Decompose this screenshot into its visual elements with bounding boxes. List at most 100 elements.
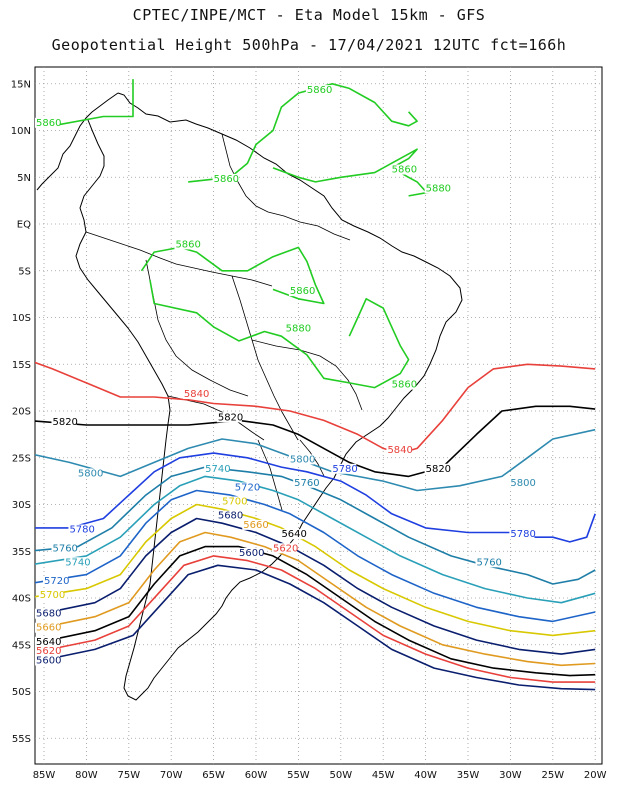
latitude-tick-label: 55S: [12, 734, 31, 745]
contour-label: 5860: [36, 118, 61, 129]
latitude-tick-label: 10N: [11, 126, 31, 137]
latitude-tick-label: 35S: [12, 547, 31, 558]
contour-label: 5620: [273, 543, 298, 554]
contour-label: 5620: [36, 646, 61, 657]
contour-line: [35, 361, 596, 454]
coastline-south-america: [36, 92, 463, 701]
longitude-tick-labels: 85W 80W 75W 70W 65W 60W 55W 50W 45W 40W 35W 30W 25W 2…: [33, 770, 607, 781]
contour-label-background: [293, 477, 319, 488]
contour-label: 5860: [392, 165, 417, 176]
contour-label-background: [35, 608, 60, 619]
latitude-tick-label: 10S: [12, 313, 31, 324]
longitude-tick-label: 25W: [541, 770, 564, 781]
contour-line: [149, 279, 410, 389]
contour-label: 5680: [218, 511, 243, 522]
latitude-tick-label: EQ: [17, 220, 31, 231]
contour-label: 5780: [332, 464, 357, 475]
contour-label-background: [509, 529, 535, 540]
contour-label: 5680: [36, 609, 61, 620]
contour-label-background: [216, 510, 242, 521]
contour-label: 5640: [36, 637, 61, 648]
longitude-tick-label: 75W: [117, 770, 140, 781]
latitude-tick-label: 5S: [18, 266, 31, 277]
latitude-tick-label: 45S: [12, 640, 31, 651]
contour-label-background: [51, 417, 77, 428]
contour-label: 5800: [78, 468, 103, 479]
contour-label-background: [35, 622, 60, 633]
contour-label: 5860: [175, 239, 200, 250]
contour-label-background: [390, 164, 416, 175]
contour-label-background: [305, 85, 331, 96]
longitude-tick-label: 20W: [584, 770, 607, 781]
longitude-tick-label: 80W: [75, 770, 98, 781]
latitude-tick-label: 20S: [12, 407, 31, 418]
contour-label-background: [35, 636, 60, 647]
contour-label-background: [233, 482, 259, 493]
contour-label-background: [284, 323, 310, 334]
contour-label: 5700: [222, 497, 247, 508]
contour-label-background: [280, 529, 306, 540]
longitude-tick-label: 40W: [414, 770, 437, 781]
longitude-tick-label: 35W: [457, 770, 480, 781]
contour-label: 5760: [476, 557, 501, 568]
contour-label: 5740: [65, 557, 90, 568]
contour-label: 5880: [426, 183, 451, 194]
contour-label-background: [288, 454, 314, 465]
contour-label-background: [182, 388, 208, 399]
contour-label-background: [424, 463, 450, 474]
contour-label: 5840: [184, 389, 209, 400]
contour-label: 5820: [218, 412, 243, 423]
map-title: CPTEC/INPE/MCT - Eta Model 15km - GFS: [132, 6, 486, 24]
map-subtitle: Geopotential Height 500hPa - 17/04/2021 …: [51, 36, 567, 54]
contour-line: [35, 428, 596, 492]
contour-label-background: [221, 496, 247, 507]
contour-label: 5660: [243, 520, 268, 531]
contour-label-background: [64, 557, 90, 568]
contour-line: [35, 489, 596, 623]
contour-label-background: [242, 519, 268, 530]
contour-label-background: [271, 543, 297, 554]
longitude-tick-label: 85W: [33, 770, 56, 781]
contour-label: 5640: [281, 529, 306, 540]
contour-label: 5720: [44, 576, 69, 587]
contour-line: [35, 531, 596, 667]
latitude-tick-label: 15N: [11, 79, 31, 90]
contour-label: 5780: [510, 529, 535, 540]
contour-label: 5880: [286, 324, 311, 335]
contour-label: 5660: [36, 623, 61, 634]
contour-line: [35, 475, 596, 604]
longitude-tick-label: 65W: [202, 770, 225, 781]
contour-label: 5740: [205, 464, 230, 475]
contour-label: 5820: [426, 464, 451, 475]
latitude-tick-label: 50S: [12, 687, 31, 698]
contour-line: [35, 466, 596, 585]
contour-label-background: [76, 468, 102, 479]
longitude-tick-label: 70W: [160, 770, 183, 781]
contour-label-background: [390, 379, 416, 390]
contour-label-background: [238, 547, 264, 558]
contour-label: 5860: [307, 85, 332, 96]
contour-label-background: [288, 286, 314, 297]
contour-line: [35, 503, 596, 637]
contour-label-background: [35, 655, 60, 666]
contour-label: 5780: [69, 525, 94, 536]
contour-label: 5700: [40, 590, 65, 601]
contour-label-background: [475, 557, 501, 568]
contour-label: 5860: [392, 380, 417, 391]
map-frame: [34, 66, 603, 765]
contour-label: 5840: [387, 445, 412, 456]
contour-label: 5860: [290, 286, 315, 297]
contour-label-background: [204, 463, 230, 474]
contour-label: 5600: [36, 655, 61, 666]
contour-label-background: [35, 646, 60, 657]
contour-line: [35, 452, 596, 543]
longitude-tick-label: 60W: [245, 770, 268, 781]
longitude-tick-label: 45W: [372, 770, 395, 781]
contour-label: 5860: [214, 174, 239, 185]
contour-label: 5760: [294, 478, 319, 489]
contour-label-background: [386, 445, 412, 456]
latitude-tick-label: 25S: [12, 453, 31, 464]
latitude-tick-label: 5N: [17, 173, 31, 184]
contour-label-background: [212, 173, 238, 184]
contour-label-background: [174, 239, 200, 250]
